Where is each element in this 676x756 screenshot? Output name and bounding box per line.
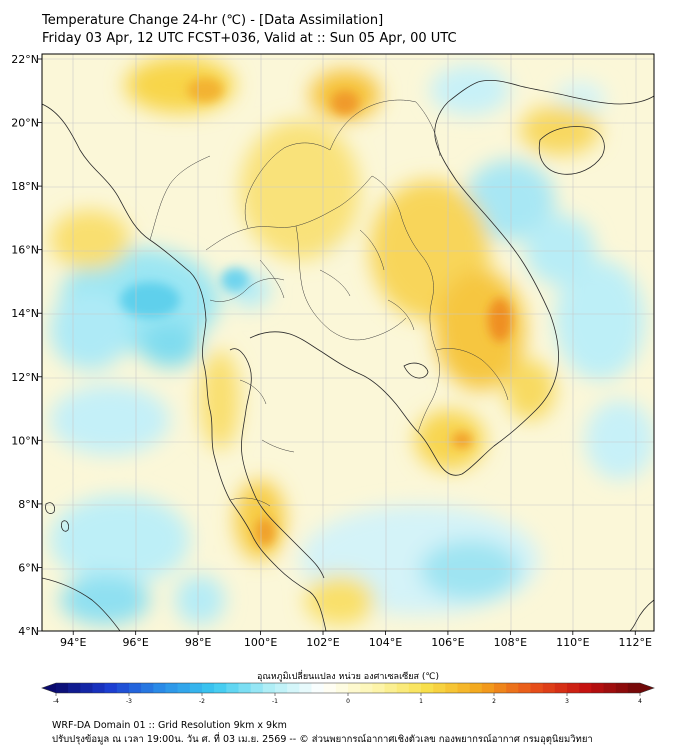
colorbar-segment bbox=[348, 683, 361, 693]
colorbar-tick-label: 0 bbox=[346, 698, 350, 705]
colorbar-segment bbox=[494, 683, 507, 693]
colorbar-segment bbox=[238, 683, 251, 693]
colorbar-segment bbox=[542, 683, 556, 693]
lon-label: 100°E bbox=[244, 636, 277, 649]
lat-label: 16°N bbox=[11, 244, 39, 257]
footer-domain-info: WRF-DA Domain 01 :: Grid Resolution 9km … bbox=[52, 720, 287, 731]
lat-label: 14°N bbox=[11, 307, 39, 320]
colorbar-extend-max bbox=[640, 683, 654, 693]
colorbar-segment bbox=[384, 683, 397, 693]
lon-label: 110°E bbox=[556, 636, 589, 649]
colorbar-segment bbox=[116, 683, 130, 693]
colorbar-segment bbox=[68, 683, 81, 693]
colorbar-segment bbox=[335, 683, 349, 693]
colorbar-segment bbox=[141, 683, 154, 693]
colorbar-tick-label: 2 bbox=[492, 698, 496, 705]
map-subtitle: Friday 03 Apr, 12 UTC FCST+036, Valid at… bbox=[42, 31, 457, 46]
lon-label: 94°E bbox=[60, 636, 86, 649]
map-title: Temperature Change 24-hr (℃) - [Data Ass… bbox=[42, 13, 384, 28]
colorbar-segment bbox=[323, 683, 337, 693]
colorbar-segment bbox=[56, 683, 69, 693]
colorbar-segment bbox=[567, 683, 580, 693]
colorbar-segment bbox=[189, 683, 203, 693]
colorbar bbox=[41, 682, 655, 694]
temperature-field bbox=[42, 54, 654, 631]
colorbar-tick-label: -1 bbox=[272, 698, 278, 705]
colorbar-extend-min bbox=[42, 683, 56, 693]
colorbar-segment bbox=[275, 683, 288, 693]
colorbar-segment bbox=[153, 683, 166, 693]
colorbar-segment bbox=[396, 683, 410, 693]
colorbar-segment bbox=[262, 683, 276, 693]
colorbar-segment bbox=[421, 683, 434, 693]
colorbar-segment bbox=[554, 683, 568, 693]
colorbar-segment bbox=[92, 683, 105, 693]
colorbar-tick-label: -3 bbox=[126, 698, 132, 705]
colorbar-segment bbox=[615, 683, 629, 693]
lat-label: 6°N bbox=[18, 561, 39, 574]
colorbar-segment bbox=[177, 683, 191, 693]
colorbar-segment bbox=[445, 683, 458, 693]
lat-label: 20°N bbox=[11, 117, 39, 130]
colorbar-tick-label: -2 bbox=[199, 698, 205, 705]
colorbar-segment bbox=[372, 683, 385, 693]
lat-label: 22°N bbox=[11, 53, 39, 66]
lat-label: 4°N bbox=[18, 625, 39, 638]
colorbar-segment bbox=[481, 683, 495, 693]
colorbar-segment bbox=[579, 683, 592, 693]
colorbar-segment bbox=[408, 683, 422, 693]
colorbar-segment bbox=[627, 683, 641, 693]
colorbar-segment bbox=[226, 683, 239, 693]
colorbar-segment bbox=[250, 683, 264, 693]
lat-label: 18°N bbox=[11, 180, 39, 193]
colorbar-segment bbox=[287, 683, 300, 693]
lon-label: 104°E bbox=[369, 636, 402, 649]
colorbar-tick-label: -4 bbox=[53, 698, 59, 705]
colorbar-segment bbox=[518, 683, 531, 693]
colorbar-segment bbox=[530, 683, 543, 693]
colorbar-label: อุณหภูมิเปลี่ยนแปลง หน่วย องศาเซลเซียส (… bbox=[257, 669, 439, 682]
province-borders bbox=[149, 99, 509, 507]
lon-label: 108°E bbox=[494, 636, 527, 649]
colorbar-tick-label: 1 bbox=[419, 698, 423, 705]
latitude-labels: 4°N 6°N 8°N 10°N 12°N 14°N 16°N 18°N 20°N 22°N bbox=[11, 53, 42, 638]
lon-label: 98°E bbox=[185, 636, 211, 649]
longitude-labels: 94°E 96°E 98°E 100°E 102°E 104°E 106°E 108°E 110… bbox=[60, 631, 652, 649]
colorbar-segment bbox=[165, 683, 178, 693]
colorbar-segment bbox=[591, 683, 604, 693]
colorbar-segment bbox=[360, 683, 373, 693]
colorbar-segment bbox=[214, 683, 227, 693]
coastlines bbox=[42, 79, 654, 631]
graticule bbox=[42, 54, 654, 631]
colorbar-segment bbox=[104, 683, 118, 693]
colorbar-ticks: -4 -3 -2 -1 0 1 2 3 4 bbox=[53, 693, 642, 705]
colorbar-segment bbox=[457, 683, 470, 693]
colorbar-segment bbox=[299, 683, 312, 693]
colorbar-segment bbox=[433, 683, 446, 693]
colorbar-segment bbox=[202, 683, 215, 693]
map-frame bbox=[41, 53, 655, 632]
colorbar-segment bbox=[603, 683, 616, 693]
footer-credits: ปรับปรุงข้อมูล ณ เวลา 19:00น. วัน ศ. ที่… bbox=[52, 734, 593, 745]
colorbar-tick-label: 3 bbox=[565, 698, 569, 705]
colorbar-segment bbox=[80, 683, 93, 693]
colorbar-segment bbox=[469, 683, 483, 693]
lon-label: 112°E bbox=[619, 636, 652, 649]
colorbar-segment bbox=[506, 683, 519, 693]
lat-label: 10°N bbox=[11, 434, 39, 447]
lon-label: 96°E bbox=[122, 636, 148, 649]
lon-label: 106°E bbox=[431, 636, 464, 649]
lat-label: 8°N bbox=[18, 498, 39, 511]
colorbar-tick-label: 4 bbox=[638, 698, 642, 705]
lon-label: 102°E bbox=[306, 636, 339, 649]
colorbar-segment bbox=[311, 683, 324, 693]
colorbar-segment bbox=[129, 683, 142, 693]
lat-label: 12°N bbox=[11, 371, 39, 384]
